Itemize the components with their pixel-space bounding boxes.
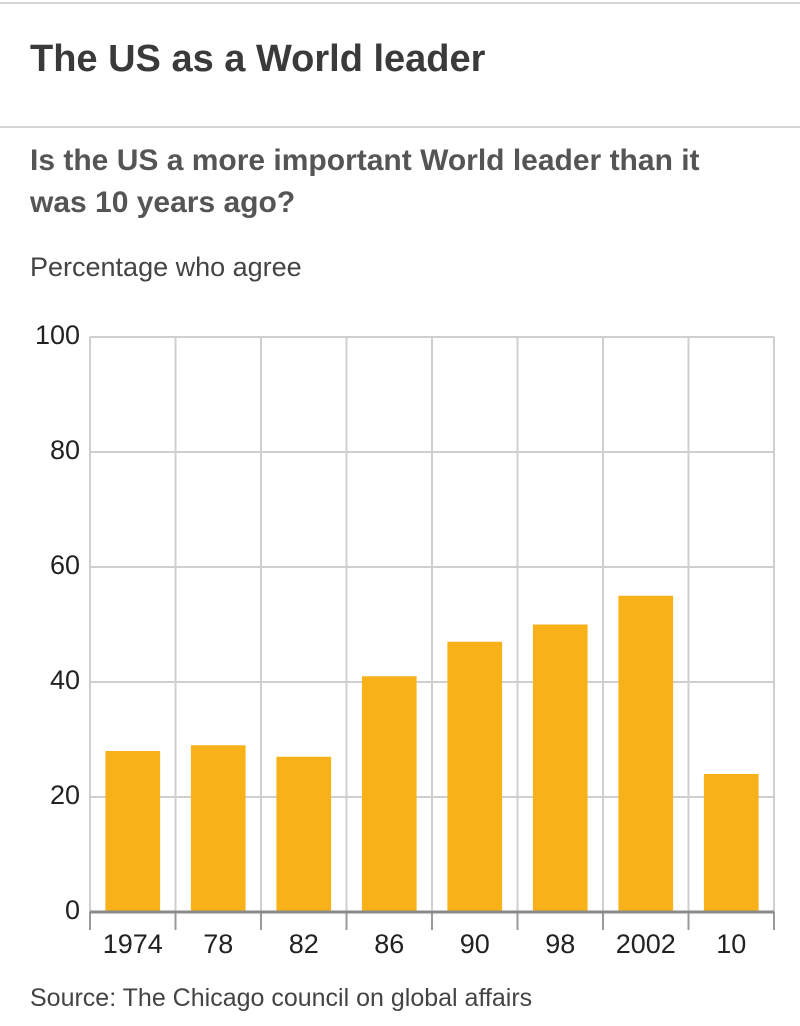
- x-tick-label: 10: [716, 929, 746, 959]
- bar: [105, 751, 161, 912]
- y-axis-label: Percentage who agree: [30, 252, 302, 282]
- x-tick-label: 98: [545, 929, 575, 959]
- bar: [532, 624, 588, 912]
- y-tick-label: 40: [50, 665, 80, 695]
- chart: 0 20 40 60 80 100 1974 78 82 86 90 98 2002 10: [35, 320, 775, 959]
- bar: [190, 745, 246, 912]
- x-tick-label: 2002: [616, 929, 676, 959]
- top-rule: [0, 2, 800, 4]
- bar: [703, 774, 759, 912]
- x-tick-label: 78: [203, 929, 233, 959]
- y-tick-label: 60: [50, 550, 80, 580]
- y-tick-label: 100: [35, 320, 80, 350]
- y-tick-label: 20: [50, 780, 80, 810]
- bar: [447, 641, 503, 912]
- x-tick-label: 86: [374, 929, 404, 959]
- y-tick-label: 80: [50, 435, 80, 465]
- bar: [618, 595, 674, 912]
- x-tick-label: 90: [460, 929, 490, 959]
- x-tick-label: 82: [289, 929, 319, 959]
- source: Source: The Chicago council on global af…: [30, 984, 533, 1012]
- y-tick-label: 0: [65, 895, 80, 925]
- bar: [276, 756, 332, 912]
- title-rule: [0, 126, 800, 128]
- bar: [361, 676, 417, 912]
- x-tick-label: 1974: [103, 929, 163, 959]
- chart-title: The US as a World leader: [30, 38, 486, 80]
- chart-subtitle: Is the US a more important World leader …: [30, 144, 700, 219]
